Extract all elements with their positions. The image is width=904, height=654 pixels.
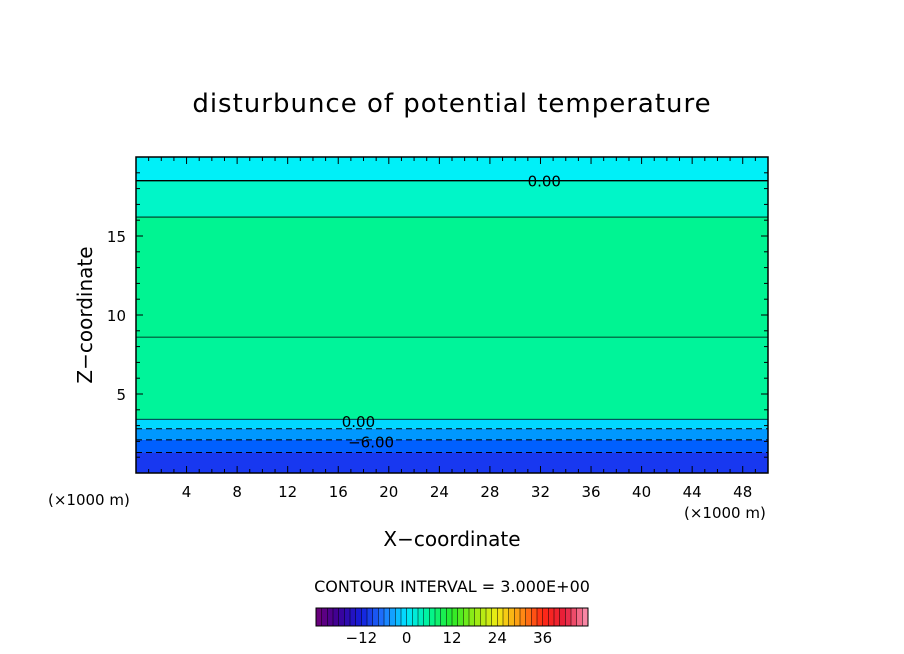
- colorbar-tick-label: 24: [488, 629, 507, 647]
- colorbar-cell: [355, 608, 362, 626]
- colorbar-cell: [321, 608, 328, 626]
- colorbar-cell: [372, 608, 379, 626]
- colorbar-cell: [480, 608, 487, 626]
- colorbar-cell: [565, 608, 572, 626]
- x-tick-label: 4: [182, 483, 192, 501]
- colorbar-cell: [389, 608, 396, 626]
- colorbar-cell: [531, 608, 538, 626]
- colorbar-cell: [344, 608, 351, 626]
- colorbar-cell: [423, 608, 430, 626]
- colorbar-cell: [520, 608, 526, 626]
- colorbar-cell: [367, 608, 373, 626]
- x-tick-label: 44: [683, 483, 702, 501]
- colorbar-cell: [469, 608, 475, 626]
- colorbar-cell: [514, 608, 521, 626]
- colorbar-cell: [508, 608, 515, 626]
- colorbar-cell: [378, 608, 385, 626]
- colorbar-cell: [350, 608, 356, 626]
- y-tick-label: 15: [107, 228, 126, 246]
- colorbar-cell: [542, 608, 549, 626]
- colorbar-cell: [554, 608, 560, 626]
- x-tick-label: 16: [329, 483, 348, 501]
- colorbar-cell: [406, 608, 413, 626]
- colorbar-cell: [548, 608, 555, 626]
- colorbar-cell: [327, 608, 334, 626]
- colorbar-cell: [418, 608, 424, 626]
- colorbar-cell: [474, 608, 481, 626]
- y-axis-label: Z−coordinate: [73, 246, 97, 383]
- colorbar-tick-label: −12: [346, 629, 378, 647]
- colorbar-cell: [457, 608, 464, 626]
- colorbar: −12 0 12 24 36: [315, 607, 589, 647]
- x-tick-label: 20: [379, 483, 398, 501]
- x-tick-label: 12: [278, 483, 297, 501]
- colorbar-cell: [559, 608, 566, 626]
- field-band: [136, 337, 768, 420]
- colorbar-cell: [429, 608, 436, 626]
- colorbar-cell: [503, 608, 509, 626]
- colorbar-cell: [497, 608, 504, 626]
- contour-interval-text: CONTOUR INTERVAL = 3.000E+00: [314, 577, 590, 596]
- colorbar-cell: [486, 608, 492, 626]
- colorbar-cell: [446, 608, 453, 626]
- field-band: [136, 439, 768, 453]
- colorbar-cell: [452, 608, 458, 626]
- colorbar-cell: [525, 608, 532, 626]
- colorbar-cell: [338, 608, 345, 626]
- field-band: [136, 157, 768, 181]
- colorbar-cell: [582, 608, 589, 626]
- colorbar-cell: [361, 608, 368, 626]
- x-tick-label: 28: [480, 483, 499, 501]
- y-tick-label: 10: [107, 307, 126, 325]
- colorbar-cell: [491, 608, 498, 626]
- colorbar-cell: [463, 608, 470, 626]
- colorbar-cell: [316, 608, 322, 626]
- colorbar-cell: [571, 608, 577, 626]
- colorbar-tick-label: 0: [402, 629, 412, 647]
- x-tick-label: 8: [232, 483, 242, 501]
- colorbar-cell: [401, 608, 407, 626]
- colorbar-cell: [440, 608, 447, 626]
- colorbar-tick-label: 36: [533, 629, 552, 647]
- y-tick-label: 5: [116, 386, 126, 404]
- x-tick-label: 40: [632, 483, 651, 501]
- colorbar-cell: [537, 608, 543, 626]
- field-band: [136, 180, 768, 218]
- colorbar-cell: [435, 608, 441, 626]
- x-tick-label: 24: [430, 483, 449, 501]
- colorbar-frame: [315, 607, 589, 627]
- contour-label: −6.00: [348, 433, 394, 451]
- colorbar-cell: [333, 608, 339, 626]
- x-tick-label: 32: [531, 483, 550, 501]
- field-band: [136, 217, 768, 338]
- colorbar-cell: [576, 608, 583, 626]
- contour-label: 0.00: [342, 413, 375, 431]
- x-unit-left: (×1000 m): [48, 491, 130, 509]
- x-unit-right: (×1000 m): [684, 504, 766, 522]
- colorbar-cell: [412, 608, 419, 626]
- chart-title: disturbunce of potential temperature: [192, 89, 711, 119]
- colorbar-cell: [395, 608, 402, 626]
- x-tick-label: 48: [733, 483, 752, 501]
- contour-label: 0.00: [528, 173, 561, 191]
- colorbar-cell: [384, 608, 390, 626]
- field-band: [136, 452, 768, 473]
- colorbar-tick-label: 12: [442, 629, 461, 647]
- field-band: [136, 419, 768, 429]
- field-band: [136, 428, 768, 440]
- x-tick-label: 36: [581, 483, 600, 501]
- x-axis-label: X−coordinate: [383, 527, 520, 551]
